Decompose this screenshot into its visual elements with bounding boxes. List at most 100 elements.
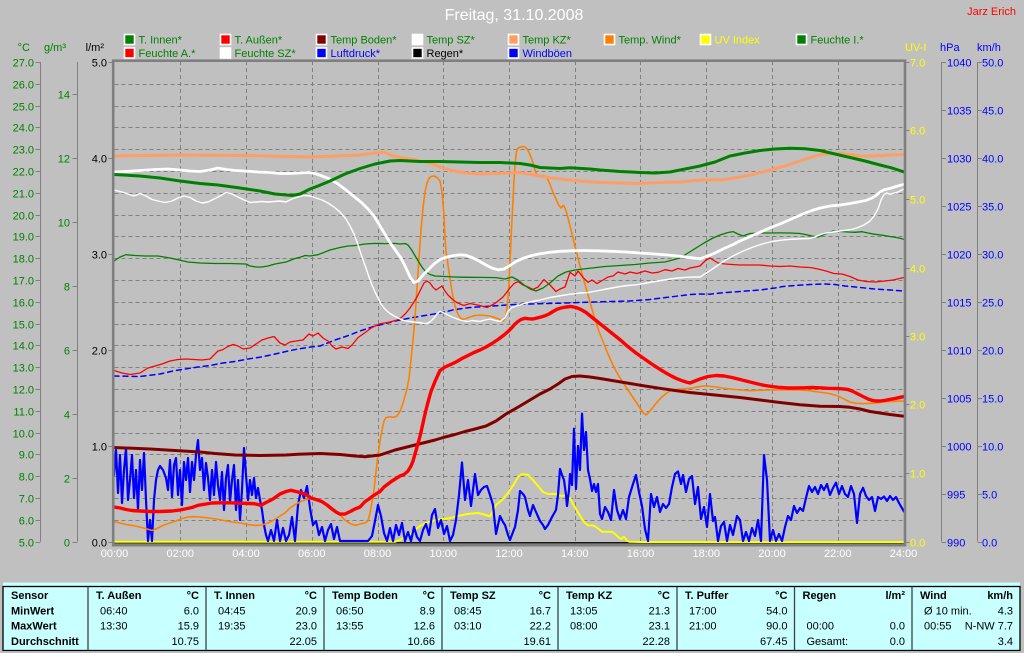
svg-text:03:10: 03:10 [454,621,482,633]
svg-text:23.1: 23.1 [649,621,670,633]
svg-text:Temp Boden: Temp Boden [332,590,398,602]
svg-text:Regen: Regen [803,590,837,602]
svg-text:22.05: 22.05 [289,636,317,648]
svg-text:24:00: 24:00 [890,548,918,560]
svg-text:19.61: 19.61 [523,636,551,648]
svg-text:MinWert: MinWert [11,605,55,617]
svg-text:16.7: 16.7 [530,605,551,617]
svg-text:2: 2 [64,474,70,486]
svg-text:67.45: 67.45 [760,636,788,648]
svg-text:54.0: 54.0 [766,605,787,617]
svg-text:12: 12 [58,154,70,166]
svg-text:1010: 1010 [947,346,971,358]
svg-text:MaxWert: MaxWert [11,621,57,633]
svg-text:°C: °C [539,590,551,602]
svg-text:Temp KZ*: Temp KZ* [523,35,572,47]
svg-text:Temp. Wind*: Temp. Wind* [619,35,682,47]
svg-text:T. Innen*: T. Innen* [139,35,183,47]
svg-text:20:00: 20:00 [758,548,786,560]
svg-text:Feuchte I.*: Feuchte I.* [811,35,865,47]
svg-text:17.0: 17.0 [13,276,34,288]
svg-text:3.0: 3.0 [910,332,925,344]
svg-text:08:00: 08:00 [570,621,598,633]
svg-text:1.0: 1.0 [910,469,925,481]
svg-text:995: 995 [947,490,965,502]
svg-text:°C: °C [658,590,670,602]
svg-text:22.2: 22.2 [530,621,551,633]
svg-text:Sensor: Sensor [11,590,49,602]
svg-text:UV Index: UV Index [715,35,761,47]
svg-text:8.9: 8.9 [420,605,435,617]
svg-text:10.66: 10.66 [407,636,435,648]
svg-text:°C: °C [775,590,787,602]
svg-text:Temp KZ: Temp KZ [566,590,613,602]
svg-text:19:35: 19:35 [218,621,246,633]
svg-text:5.0: 5.0 [982,490,997,502]
svg-text:16.0: 16.0 [13,298,34,310]
svg-text:12.0: 12.0 [13,385,34,397]
svg-text:Feuchte A.*: Feuchte A.* [139,48,197,60]
svg-text:3.4: 3.4 [998,636,1013,648]
svg-text:Wind: Wind [920,590,947,602]
svg-text:1000: 1000 [947,442,971,454]
svg-text:6.0: 6.0 [184,605,199,617]
svg-text:15.0: 15.0 [982,394,1003,406]
svg-text:06:40: 06:40 [100,605,128,617]
svg-text:00:55: 00:55 [924,621,952,633]
svg-text:12:00: 12:00 [495,548,523,560]
svg-text:04:45: 04:45 [218,605,246,617]
svg-text:21.0: 21.0 [13,189,34,201]
svg-text:T. Puffer: T. Puffer [685,590,729,602]
svg-text:10.75: 10.75 [171,636,199,648]
svg-text:0.0: 0.0 [910,538,925,550]
svg-text:°C: °C [187,590,199,602]
svg-text:15.0: 15.0 [13,320,34,332]
svg-text:0.0: 0.0 [982,538,997,550]
svg-text:14:00: 14:00 [561,548,589,560]
svg-text:6: 6 [64,346,70,358]
svg-text:l/m²: l/m² [885,590,905,602]
svg-text:20.9: 20.9 [296,605,317,617]
svg-text:Jarz Erich: Jarz Erich [967,6,1016,18]
svg-text:Temp Boden*: Temp Boden* [331,35,398,47]
svg-text:14.0: 14.0 [13,341,34,353]
svg-text:4: 4 [64,410,70,422]
svg-text:21.3: 21.3 [649,605,670,617]
svg-text:20.0: 20.0 [982,346,1003,358]
svg-text:9.0: 9.0 [19,450,34,462]
svg-text:g/m³: g/m³ [44,42,66,54]
svg-text:13:55: 13:55 [336,621,364,633]
svg-text:T. Außen: T. Außen [96,590,142,602]
svg-text:08:00: 08:00 [364,548,392,560]
svg-text:4.3: 4.3 [998,605,1013,617]
svg-text:Durchschnitt: Durchschnitt [11,636,79,648]
svg-text:7.0: 7.0 [910,58,925,70]
svg-text:06:50: 06:50 [336,605,364,617]
svg-text:11.0: 11.0 [13,407,34,419]
svg-text:08:45: 08:45 [454,605,482,617]
svg-text:25.0: 25.0 [982,298,1003,310]
svg-text:Luftdruck*: Luftdruck* [331,48,381,60]
svg-text:02:00: 02:00 [166,548,194,560]
svg-text:Regen*: Regen* [427,48,464,60]
svg-text:T. Außen*: T. Außen* [235,35,283,47]
svg-text:°C: °C [18,42,30,54]
svg-text:5.0: 5.0 [92,58,107,70]
svg-text:Freitag, 31.10.2008: Freitag, 31.10.2008 [445,7,584,24]
svg-text:0.0: 0.0 [890,636,905,648]
svg-text:990: 990 [947,538,965,550]
svg-text:Feuchte SZ*: Feuchte SZ* [235,48,297,60]
svg-text:13:30: 13:30 [100,621,128,633]
svg-text:hPa: hPa [940,42,960,54]
svg-text:27.0: 27.0 [13,58,34,70]
svg-text:Windböen: Windböen [523,48,573,60]
svg-text:8.0: 8.0 [19,472,34,484]
svg-text:UV-I: UV-I [905,42,926,54]
svg-text:2.0: 2.0 [92,346,107,358]
svg-text:Ø 10 min.: Ø 10 min. [924,605,972,617]
svg-text:30.0: 30.0 [982,250,1003,262]
svg-text:0.0: 0.0 [92,538,107,550]
svg-text:15.9: 15.9 [178,621,199,633]
svg-text:26.0: 26.0 [13,80,34,92]
svg-text:18.0: 18.0 [13,254,34,266]
